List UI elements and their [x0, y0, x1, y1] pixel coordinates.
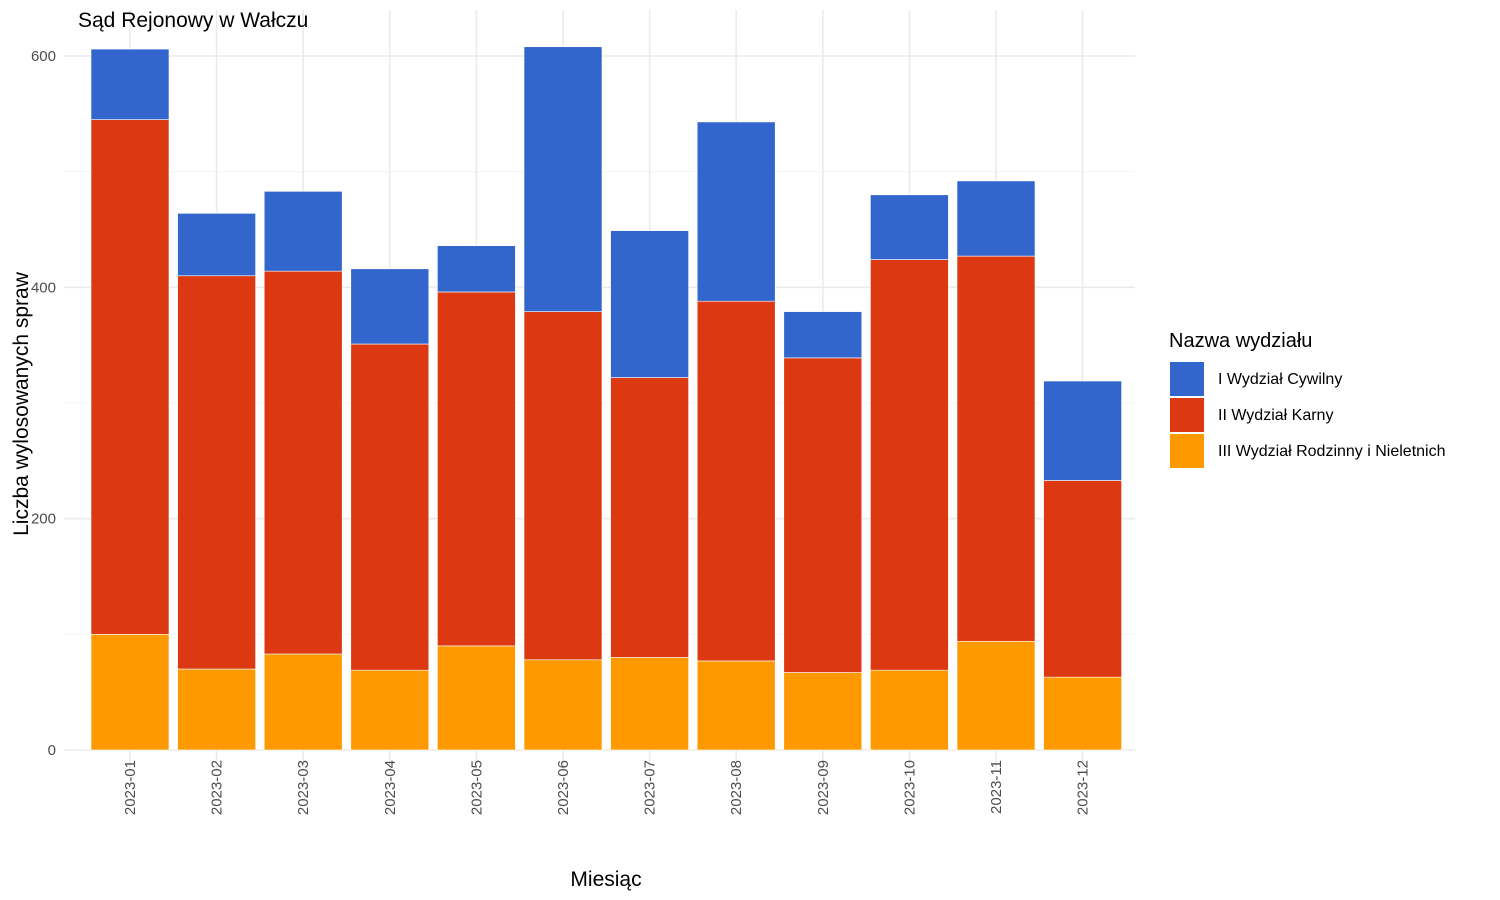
bar-segment	[956, 180, 1036, 257]
bar-segment	[783, 311, 863, 359]
bar-segment	[177, 668, 256, 751]
bar-segment	[870, 259, 949, 671]
bar-segment	[437, 245, 516, 293]
bar-segment	[350, 669, 430, 751]
legend-swatch	[1170, 398, 1204, 432]
legend-swatch	[1170, 434, 1204, 468]
bar-segment	[870, 669, 949, 751]
x-tick-label: 2023-08	[728, 760, 745, 815]
bar-segment	[956, 640, 1036, 751]
bar-segment	[263, 270, 343, 655]
y-tick-label: 400	[31, 279, 56, 296]
bar-segment	[437, 645, 516, 751]
bar-segment	[263, 653, 343, 751]
x-tick-label: 2023-03	[295, 760, 312, 815]
legend-title: Nazwa wydziału	[1169, 330, 1312, 352]
y-axis-title: Liczba wylosowanych spraw	[10, 271, 33, 536]
bar-segment	[523, 311, 603, 661]
bar-segment	[177, 275, 256, 670]
x-tick-label: 2023-02	[209, 760, 226, 815]
bar-segment	[956, 255, 1036, 642]
legend-swatch	[1170, 362, 1204, 396]
x-tick-label: 2023-11	[988, 760, 1005, 814]
chart-title: Sąd Rejonowy w Wałczu	[78, 9, 308, 32]
bar-segment	[90, 119, 170, 635]
bar-segment	[610, 657, 689, 751]
bar-segment	[610, 230, 689, 378]
bar-segment	[350, 343, 430, 671]
bar-segment	[90, 48, 170, 120]
legend-label: I Wydział Cywilny	[1218, 371, 1342, 388]
bar-segment	[523, 46, 603, 312]
bar-segment	[696, 121, 776, 302]
y-tick-label: 0	[48, 742, 56, 759]
x-tick-label: 2023-12	[1075, 760, 1092, 815]
bar-segment	[263, 191, 343, 272]
bars	[90, 46, 1122, 751]
x-axis-title: Miesiąc	[570, 868, 641, 891]
bar-segment	[523, 659, 603, 751]
y-tick-label: 600	[31, 48, 56, 65]
bar-segment	[1043, 676, 1122, 751]
legend-label: II Wydział Karny	[1218, 407, 1333, 424]
bar-segment	[696, 300, 776, 662]
y-tick-label: 200	[31, 511, 56, 528]
bar-segment	[1043, 380, 1122, 481]
bar-segment	[437, 291, 516, 647]
bar-segment	[783, 357, 863, 673]
y-axis-ticks: 0 200 400 600	[31, 48, 56, 759]
x-tick-label: 2023-06	[555, 760, 572, 815]
x-tick-label: 2023-09	[815, 760, 832, 815]
bar-segment	[783, 672, 863, 751]
bar-segment	[610, 377, 689, 658]
bar-segment	[1043, 480, 1122, 678]
x-tick-label: 2023-01	[122, 760, 139, 815]
x-tick-label: 2023-07	[642, 760, 659, 815]
legend-label: III Wydział Rodzinny i Nieletnich	[1218, 443, 1446, 460]
bar-segment	[350, 268, 430, 345]
bar-segment	[90, 634, 170, 751]
x-tick-label: 2023-10	[901, 760, 918, 815]
x-tick-label: 2023-04	[382, 760, 399, 815]
x-tick-label: 2023-05	[468, 760, 485, 815]
x-axis-ticks: 2023-01 2023-02 2023-03 2023-04 2023-05 2023-…	[122, 760, 1092, 815]
bar-segment	[696, 660, 776, 751]
bar-segment	[177, 213, 256, 277]
bar-segment	[870, 194, 949, 260]
legend: Nazwa wydziału I Wydział Cywilny II Wydzi…	[1169, 330, 1446, 468]
